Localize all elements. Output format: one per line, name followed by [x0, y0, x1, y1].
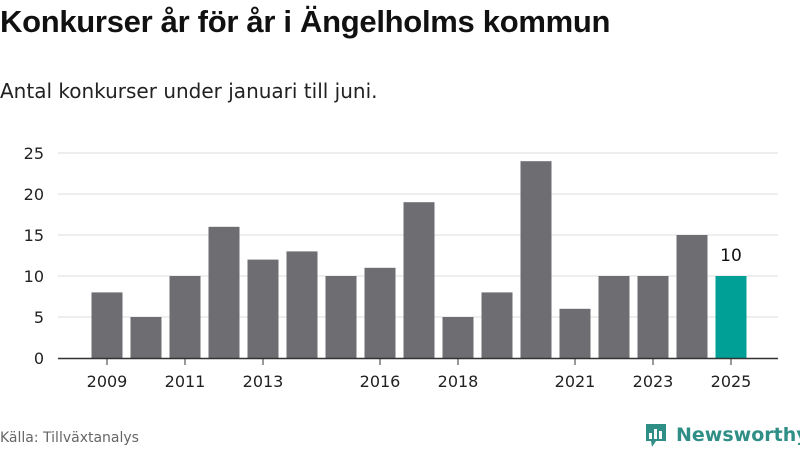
y-tick-label: 0 — [34, 349, 44, 368]
bar-2023 — [637, 276, 669, 358]
bar-2020 — [520, 161, 552, 358]
x-tick-label: 2018 — [438, 372, 479, 391]
data-labels: 10 — [720, 246, 742, 266]
y-tick-label: 5 — [34, 308, 44, 327]
bar-2010 — [130, 317, 162, 358]
x-axis-ticks: 2009 2011 2013 2016 2018 2021 2023 2025 — [87, 358, 752, 391]
chart-title: Konkurser år för år i Ängelholms kommun — [0, 4, 611, 39]
y-tick-label: 15 — [24, 226, 44, 245]
bar-2019 — [481, 292, 513, 358]
bar-2015 — [325, 276, 357, 358]
x-tick-label: 2011 — [165, 372, 206, 391]
x-tick-label: 2013 — [243, 372, 284, 391]
bar-2016 — [364, 267, 396, 358]
y-tick-label: 10 — [24, 267, 44, 286]
data-label-highlight: 10 — [720, 246, 742, 266]
bars — [91, 161, 747, 358]
x-tick-label: 2016 — [360, 372, 401, 391]
bar-2012 — [208, 226, 240, 358]
source-note: Källa: Tillväxtanalys — [0, 430, 139, 446]
x-tick-label: 2009 — [87, 372, 128, 391]
bar-2022 — [598, 276, 630, 358]
newsworthy-logo[interactable]: Newsworthy — [644, 420, 800, 450]
x-tick-label: 2021 — [555, 372, 596, 391]
bar-2014 — [286, 251, 318, 358]
x-tick-label: 2023 — [633, 372, 674, 391]
x-tick-label: 2025 — [711, 372, 752, 391]
newsworthy-logo-text: Newsworthy — [676, 424, 800, 446]
newsworthy-logo-icon — [646, 424, 666, 447]
bar-2017 — [403, 202, 435, 358]
bar-2009 — [91, 292, 123, 358]
bar-2021 — [559, 308, 591, 358]
bar-2024 — [676, 235, 708, 358]
chart-subtitle: Antal konkurser under januari till juni. — [0, 79, 378, 103]
bar-2011 — [169, 276, 201, 358]
bar-2013 — [247, 259, 279, 358]
y-tick-label: 25 — [24, 144, 44, 163]
y-tick-label: 20 — [24, 185, 44, 204]
bar-2018 — [442, 317, 474, 358]
bar-2025 — [715, 276, 747, 358]
y-axis-tick-labels: 0 5 10 15 20 25 — [24, 144, 44, 368]
